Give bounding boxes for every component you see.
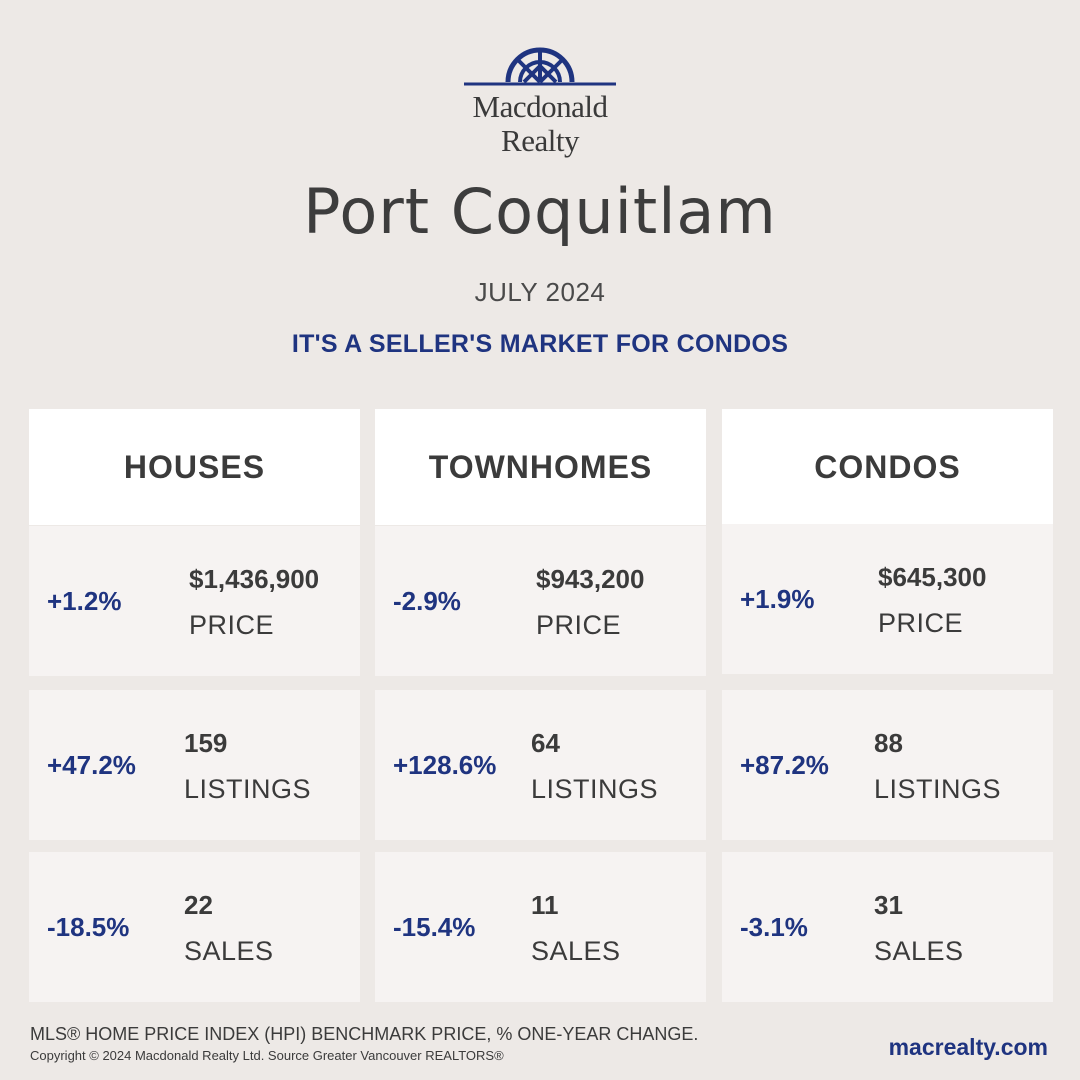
condos-listings-card: +87.2% 88 LISTINGS <box>722 690 1053 840</box>
sales-label: SALES <box>531 936 621 966</box>
price-label: PRICE <box>536 610 622 640</box>
hpi-footnote: MLS® HOME PRICE INDEX (HPI) BENCHMARK PR… <box>30 1024 699 1044</box>
listings-change: +128.6% <box>393 749 497 780</box>
condos-sales-card: -3.1% 31 SALES <box>722 852 1053 1002</box>
price-change: +1.2% <box>47 585 122 616</box>
price-value: $645,300 <box>878 562 987 592</box>
condos-price-card: +1.9% $645,300 PRICE <box>722 524 1053 674</box>
listings-change: +87.2% <box>740 749 829 780</box>
sales-value: 11 <box>531 890 559 920</box>
city-title: Port Coquitlam <box>303 175 777 248</box>
report-period: JULY 2024 <box>474 277 606 307</box>
townhomes-sales-card: -15.4% 11 SALES <box>375 852 706 1002</box>
price-label: PRICE <box>189 610 275 640</box>
listings-label: LISTINGS <box>184 774 312 804</box>
listings-label: LISTINGS <box>531 774 659 804</box>
column-header-condos: CONDOS <box>722 409 1053 525</box>
brand-name: Macdonald Realty <box>440 90 640 158</box>
houses-price-card: +1.2% $1,436,900 PRICE <box>29 526 360 676</box>
sales-label: SALES <box>184 936 274 966</box>
website-link[interactable]: macrealty.com <box>888 1034 1048 1060</box>
houses-listings-card: +47.2% 159 LISTINGS <box>29 690 360 840</box>
brand-line-2: Realty <box>501 123 579 158</box>
price-label: PRICE <box>878 608 964 638</box>
copyright-notice: Copyright © 2024 Macdonald Realty Ltd. S… <box>30 1048 504 1063</box>
price-value: $1,436,900 <box>189 564 320 594</box>
column-header-houses: HOUSES <box>29 409 360 525</box>
sales-change: -18.5% <box>47 911 130 942</box>
sales-value: 22 <box>184 890 213 920</box>
price-change: -2.9% <box>393 585 461 616</box>
market-tagline: IT'S A SELLER'S MARKET FOR CONDOS <box>291 330 789 358</box>
sales-change: -3.1% <box>740 911 808 942</box>
sales-label: SALES <box>874 936 964 966</box>
houses-sales-card: -18.5% 22 SALES <box>29 852 360 1002</box>
listings-label: LISTINGS <box>874 774 1002 804</box>
sales-value: 31 <box>874 890 903 920</box>
listings-value: 88 <box>874 728 903 758</box>
listings-value: 64 <box>531 728 560 758</box>
price-change: +1.9% <box>740 583 815 614</box>
column-header-townhomes: TOWNHOMES <box>375 409 706 525</box>
townhomes-listings-card: +128.6% 64 LISTINGS <box>375 690 706 840</box>
macdonald-realty-logo-icon <box>464 47 616 86</box>
listings-change: +47.2% <box>47 749 136 780</box>
price-value: $943,200 <box>536 564 645 594</box>
sales-change: -15.4% <box>393 911 476 942</box>
brand-logo: Macdonald Realty <box>440 38 640 168</box>
brand-line-1: Macdonald <box>472 89 608 124</box>
listings-value: 159 <box>184 728 228 758</box>
townhomes-price-card: -2.9% $943,200 PRICE <box>375 526 706 676</box>
